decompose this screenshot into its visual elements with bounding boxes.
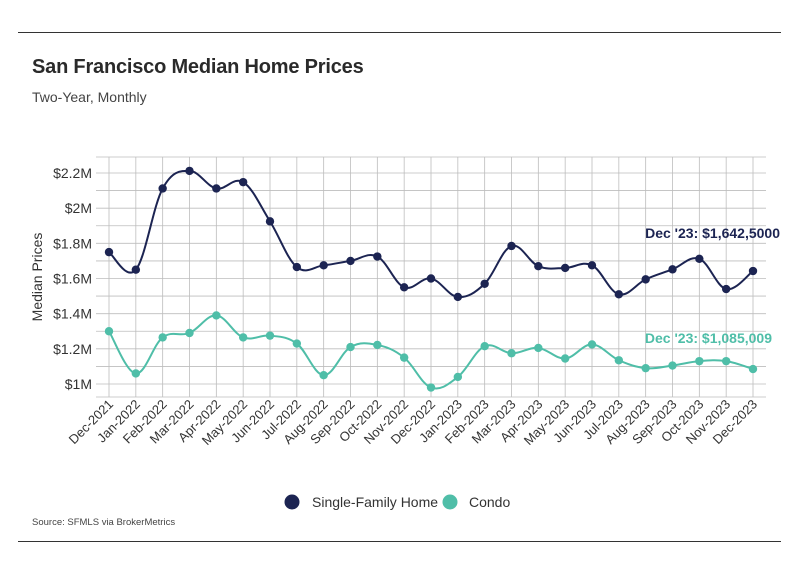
y-axis-ticks: $1M $1.2M $1.4M $1.6M $1.8M $2M $2.2M	[53, 165, 92, 392]
data-point	[560, 263, 570, 273]
data-point	[614, 356, 624, 365]
data-point	[104, 327, 114, 336]
data-point	[614, 290, 624, 299]
data-point	[319, 371, 328, 380]
x-axis-ticks: Dec-2021Jan-2022Feb-2022Mar-2022Apr-2022…	[66, 397, 760, 448]
legend-label: Condo	[469, 494, 510, 510]
data-point	[507, 349, 516, 358]
data-point	[346, 256, 355, 266]
data-point	[399, 283, 409, 292]
data-point	[534, 343, 543, 353]
data-point	[292, 262, 302, 272]
y-tick-label: $2M	[65, 200, 92, 216]
data-point	[373, 340, 382, 350]
data-point	[695, 356, 704, 366]
y-tick-label: $2.2M	[53, 165, 92, 181]
data-point	[185, 328, 194, 338]
data-point	[426, 274, 436, 283]
y-tick-label: $1M	[65, 376, 92, 392]
data-point	[185, 166, 194, 176]
data-point	[265, 331, 275, 340]
legend-label: Single-Family Home	[312, 494, 438, 510]
data-point	[265, 217, 275, 226]
chart-title: San Francisco Median Home Prices	[32, 56, 364, 78]
data-point	[587, 340, 597, 349]
y-tick-label: $1.6M	[53, 271, 92, 287]
data-point	[695, 254, 704, 264]
source-note: Source: SFMLS via BrokerMetrics	[32, 517, 176, 528]
data-point	[480, 279, 489, 288]
data-point	[748, 364, 758, 374]
data-point	[426, 383, 436, 392]
grid-lines	[96, 156, 766, 398]
y-tick-label: $1.4M	[53, 306, 92, 322]
data-point	[453, 372, 463, 382]
data-point	[480, 341, 489, 351]
data-point	[587, 261, 597, 270]
data-point	[158, 184, 167, 193]
data-point	[721, 284, 731, 294]
y-axis-label: Median Prices	[29, 233, 45, 322]
chart-subtitle: Two-Year, Monthly	[32, 89, 147, 105]
data-point	[668, 265, 677, 274]
legend: Single-Family Home Condo	[284, 494, 510, 510]
data-point	[238, 177, 248, 187]
data-point	[346, 342, 355, 352]
data-point	[212, 311, 221, 320]
annotations: Dec '23: $1,642,5000 Dec '23: $1,085,009	[645, 225, 780, 346]
data-point	[560, 354, 570, 363]
legend-swatch	[284, 494, 300, 510]
data-point	[453, 292, 463, 302]
data-point	[212, 184, 221, 193]
data-point	[641, 275, 650, 284]
data-point	[399, 353, 409, 362]
top-rule	[18, 32, 781, 33]
data-point	[507, 241, 516, 251]
y-tick-label: $1.2M	[53, 341, 92, 357]
data-point	[131, 265, 141, 274]
data-point	[158, 333, 167, 342]
data-point	[131, 369, 141, 378]
legend-swatch	[442, 494, 458, 510]
series-points	[104, 166, 758, 392]
end-value-annotation: Dec '23: $1,085,009	[645, 330, 772, 346]
data-point	[373, 252, 382, 261]
data-point	[319, 261, 328, 270]
data-point	[104, 247, 114, 257]
data-point	[721, 356, 731, 366]
bottom-rule	[18, 541, 781, 542]
data-point	[748, 266, 758, 276]
data-point	[534, 261, 543, 271]
end-value-annotation: Dec '23: $1,642,5000	[645, 225, 780, 241]
y-tick-label: $1.8M	[53, 235, 92, 251]
data-point	[292, 339, 302, 348]
data-point	[641, 363, 650, 373]
data-point	[238, 333, 248, 342]
data-point	[668, 361, 677, 370]
